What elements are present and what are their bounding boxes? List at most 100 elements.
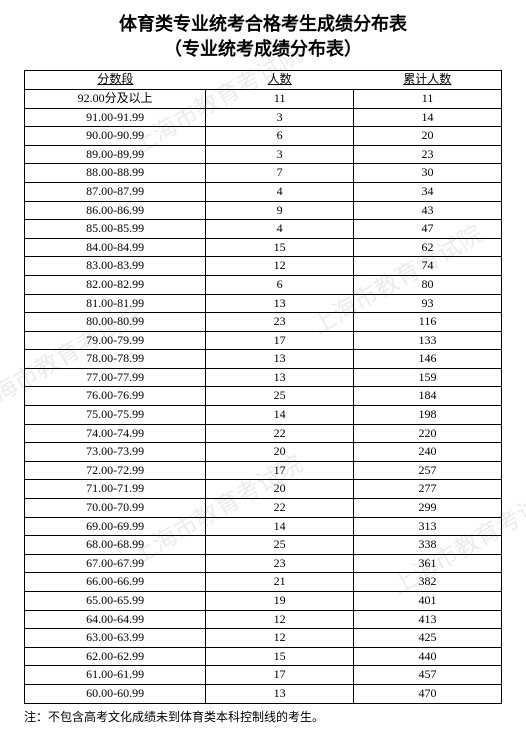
cell-cumulative: 74: [354, 257, 502, 276]
cell-cumulative: 470: [354, 684, 502, 703]
title-line-2: （专业统考成绩分布表）: [24, 37, 502, 62]
cell-range: 84.00-84.99: [25, 238, 206, 257]
cell-cumulative: 382: [354, 573, 502, 592]
table-row: 67.00-67.9923361: [25, 554, 502, 573]
cell-cumulative: 11: [354, 89, 502, 108]
cell-cumulative: 313: [354, 517, 502, 536]
cell-count: 12: [206, 629, 354, 648]
cell-range: 64.00-64.99: [25, 610, 206, 629]
cell-cumulative: 440: [354, 647, 502, 666]
cell-cumulative: 62: [354, 238, 502, 257]
cell-range: 86.00-86.99: [25, 201, 206, 220]
cell-range: 71.00-71.99: [25, 480, 206, 499]
cell-count: 19: [206, 592, 354, 611]
table-row: 71.00-71.9920277: [25, 480, 502, 499]
table-row: 75.00-75.9914198: [25, 406, 502, 425]
cell-range: 81.00-81.99: [25, 294, 206, 313]
table-row: 92.00分及以上1111: [25, 89, 502, 108]
table-row: 83.00-83.991274: [25, 257, 502, 276]
column-header-cumulative: 累计人数: [354, 71, 502, 90]
cell-range: 90.00-90.99: [25, 127, 206, 146]
cell-count: 9: [206, 201, 354, 220]
cell-count: 15: [206, 647, 354, 666]
cell-range: 66.00-66.99: [25, 573, 206, 592]
cell-count: 25: [206, 536, 354, 555]
cell-count: 3: [206, 145, 354, 164]
table-row: 79.00-79.9917133: [25, 331, 502, 350]
cell-cumulative: 47: [354, 220, 502, 239]
cell-cumulative: 198: [354, 406, 502, 425]
cell-count: 13: [206, 368, 354, 387]
cell-range: 72.00-72.99: [25, 461, 206, 480]
cell-range: 75.00-75.99: [25, 406, 206, 425]
cell-cumulative: 338: [354, 536, 502, 555]
cell-count: 14: [206, 517, 354, 536]
table-row: 80.00-80.9923116: [25, 313, 502, 332]
table-row: 84.00-84.991562: [25, 238, 502, 257]
table-row: 62.00-62.9915440: [25, 647, 502, 666]
cell-range: 89.00-89.99: [25, 145, 206, 164]
table-row: 88.00-88.99730: [25, 164, 502, 183]
cell-cumulative: 146: [354, 350, 502, 369]
cell-count: 22: [206, 499, 354, 518]
cell-cumulative: 299: [354, 499, 502, 518]
cell-count: 20: [206, 443, 354, 462]
cell-range: 67.00-67.99: [25, 554, 206, 573]
cell-range: 65.00-65.99: [25, 592, 206, 611]
table-row: 63.00-63.9912425: [25, 629, 502, 648]
cell-count: 13: [206, 684, 354, 703]
table-row: 82.00-82.99680: [25, 275, 502, 294]
table-row: 68.00-68.9925338: [25, 536, 502, 555]
cell-count: 6: [206, 275, 354, 294]
cell-range: 78.00-78.99: [25, 350, 206, 369]
cell-range: 68.00-68.99: [25, 536, 206, 555]
cell-count: 4: [206, 220, 354, 239]
cell-cumulative: 43: [354, 201, 502, 220]
cell-count: 23: [206, 554, 354, 573]
cell-cumulative: 34: [354, 182, 502, 201]
cell-count: 25: [206, 387, 354, 406]
cell-count: 6: [206, 127, 354, 146]
table-row: 69.00-69.9914313: [25, 517, 502, 536]
table-row: 77.00-77.9913159: [25, 368, 502, 387]
cell-count: 7: [206, 164, 354, 183]
table-row: 87.00-87.99434: [25, 182, 502, 201]
cell-cumulative: 220: [354, 424, 502, 443]
table-row: 90.00-90.99620: [25, 127, 502, 146]
cell-range: 62.00-62.99: [25, 647, 206, 666]
cell-range: 73.00-73.99: [25, 443, 206, 462]
cell-count: 12: [206, 257, 354, 276]
table-row: 76.00-76.9925184: [25, 387, 502, 406]
table-row: 91.00-91.99314: [25, 108, 502, 127]
cell-range: 77.00-77.99: [25, 368, 206, 387]
table-row: 66.00-66.9921382: [25, 573, 502, 592]
cell-count: 14: [206, 406, 354, 425]
cell-count: 17: [206, 461, 354, 480]
table-row: 64.00-64.9912413: [25, 610, 502, 629]
cell-range: 82.00-82.99: [25, 275, 206, 294]
cell-cumulative: 133: [354, 331, 502, 350]
cell-count: 22: [206, 424, 354, 443]
table-row: 74.00-74.9922220: [25, 424, 502, 443]
table-row: 81.00-81.991393: [25, 294, 502, 313]
cell-range: 76.00-76.99: [25, 387, 206, 406]
table-header-row: 分数段 人数 累计人数: [25, 71, 502, 90]
cell-cumulative: 257: [354, 461, 502, 480]
cell-cumulative: 20: [354, 127, 502, 146]
cell-cumulative: 184: [354, 387, 502, 406]
column-header-range: 分数段: [25, 71, 206, 90]
cell-range: 91.00-91.99: [25, 108, 206, 127]
cell-cumulative: 14: [354, 108, 502, 127]
cell-cumulative: 93: [354, 294, 502, 313]
cell-range: 69.00-69.99: [25, 517, 206, 536]
cell-count: 17: [206, 666, 354, 685]
table-row: 78.00-78.9913146: [25, 350, 502, 369]
table-row: 86.00-86.99943: [25, 201, 502, 220]
table-row: 70.00-70.9922299: [25, 499, 502, 518]
cell-cumulative: 277: [354, 480, 502, 499]
column-header-count: 人数: [206, 71, 354, 90]
title-line-1: 体育类专业统考合格考生成绩分布表: [24, 12, 502, 37]
cell-cumulative: 30: [354, 164, 502, 183]
cell-count: 20: [206, 480, 354, 499]
cell-count: 17: [206, 331, 354, 350]
